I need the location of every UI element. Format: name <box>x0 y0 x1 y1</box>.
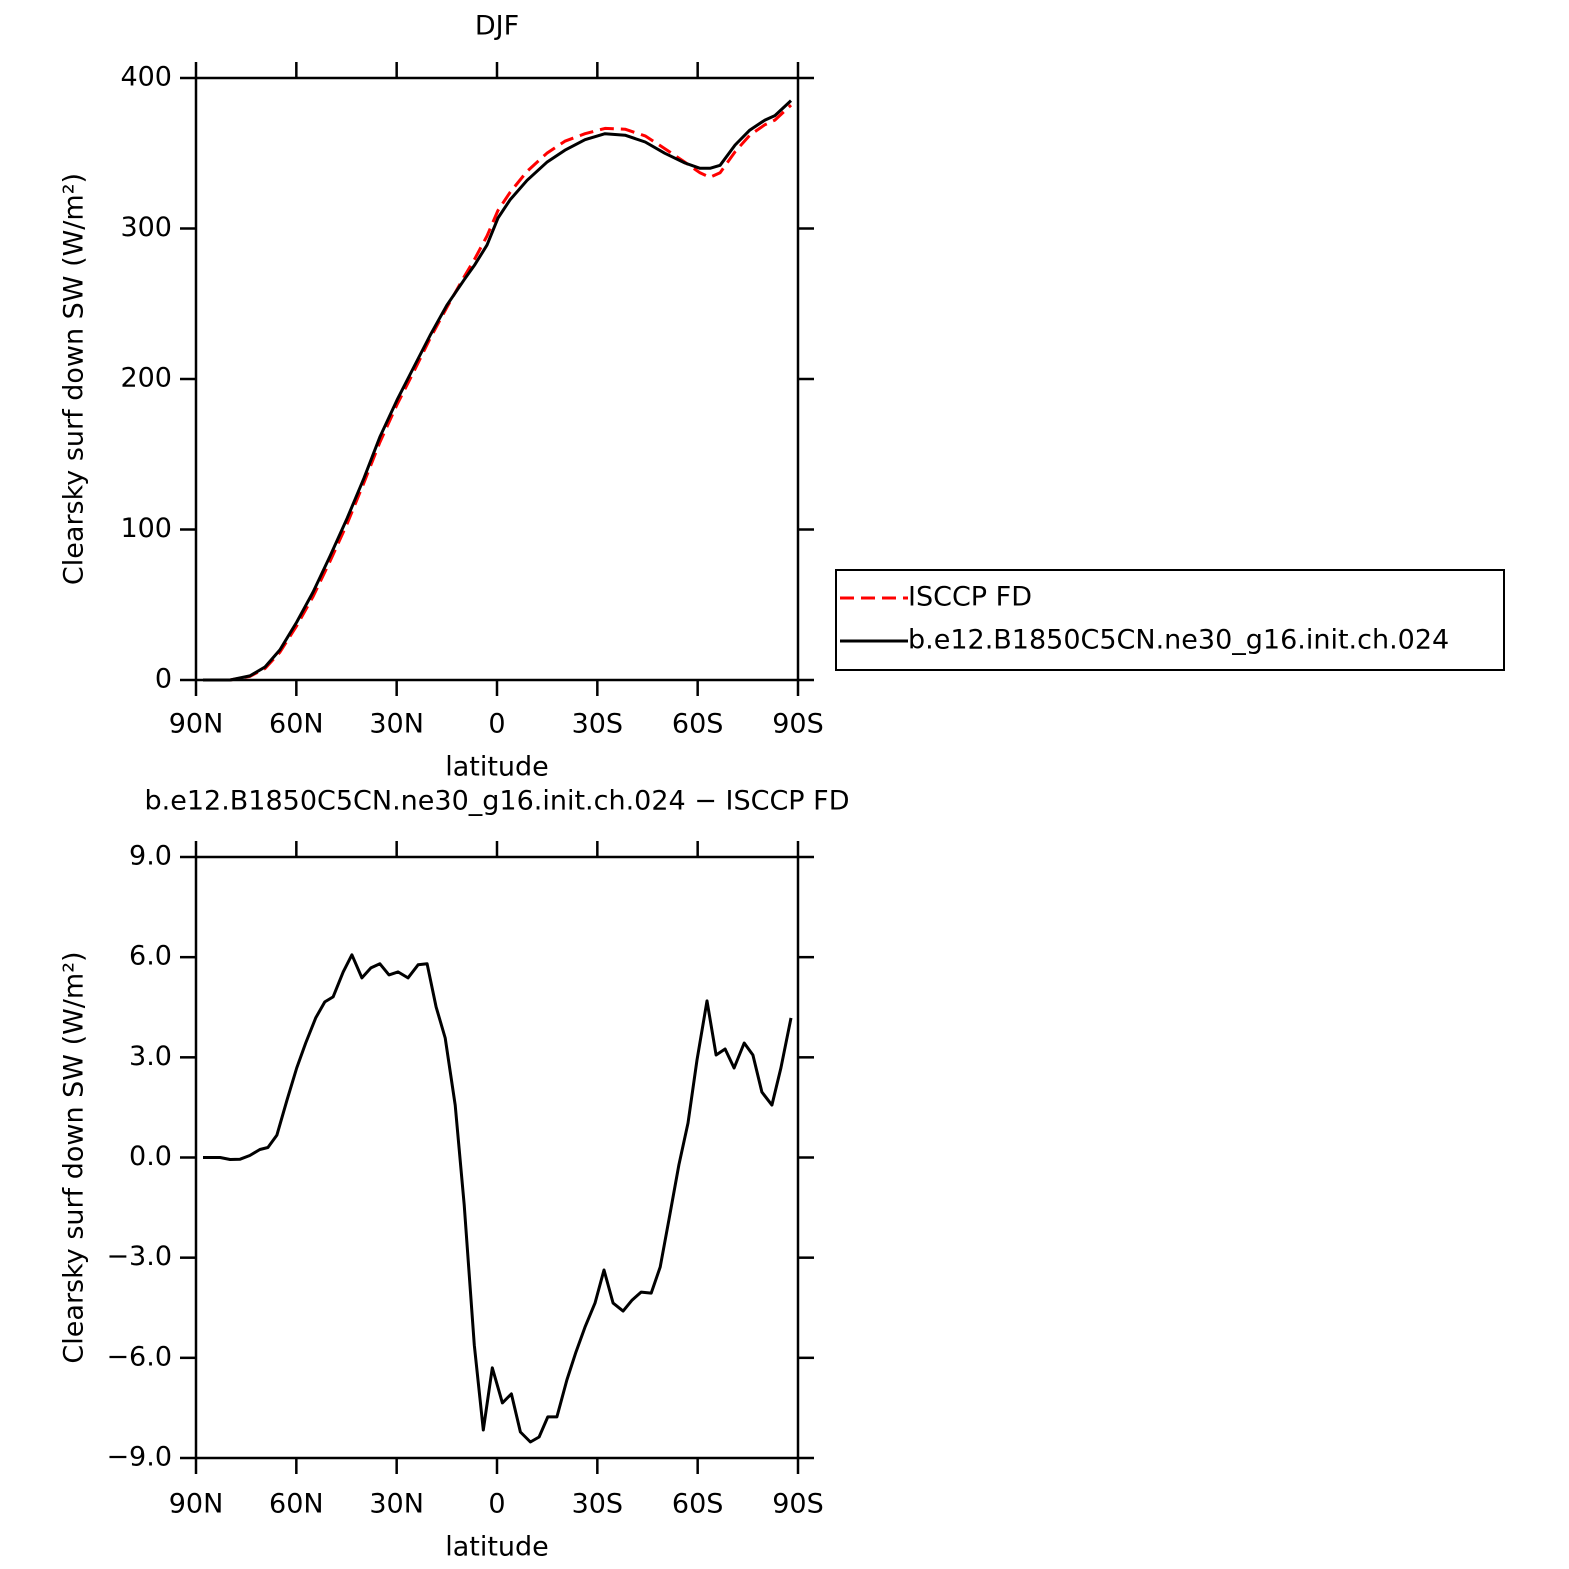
chart-title: b.e12.B1850C5CN.ne30_g16.init.ch.024 − I… <box>145 786 850 817</box>
y-tick-label: 0 <box>155 664 172 695</box>
y-axis-label: Clearsky surf down SW (W/m²) <box>59 951 90 1363</box>
x-tick-label: 60S <box>672 709 724 740</box>
data-line <box>203 99 793 682</box>
x-tick-label: 60N <box>269 1489 324 1520</box>
x-tick-label: 30S <box>572 709 624 740</box>
x-tick-label: 60S <box>672 1489 724 1520</box>
x-axis-label: latitude <box>445 752 549 783</box>
y-tick-label: −9.0 <box>106 1442 172 1473</box>
y-tick-label: −6.0 <box>106 1341 172 1372</box>
y-tick-label: 6.0 <box>129 941 172 972</box>
plot-frame <box>194 855 800 1460</box>
y-tick-label: 400 <box>120 62 172 93</box>
x-tick-label: 90N <box>169 709 224 740</box>
x-tick-label: 0 <box>488 1489 505 1520</box>
x-tick-label: 90S <box>772 1489 824 1520</box>
data-line <box>203 953 793 1444</box>
x-axis-label: latitude <box>445 1532 549 1563</box>
y-tick-label: −3.0 <box>106 1241 172 1272</box>
data-line <box>203 104 793 682</box>
x-tick-label: 30N <box>369 1489 424 1520</box>
y-axis-label: Clearsky surf down SW (W/m²) <box>59 173 90 585</box>
y-tick-label: 100 <box>120 513 172 544</box>
y-tick-label: 9.0 <box>129 841 172 872</box>
y-tick-label: 3.0 <box>129 1041 172 1072</box>
y-tick-label: 300 <box>120 212 172 243</box>
x-tick-label: 60N <box>269 709 324 740</box>
x-tick-label: 90S <box>772 709 824 740</box>
x-tick-label: 90N <box>169 1489 224 1520</box>
y-tick-label: 200 <box>120 363 172 394</box>
legend-box <box>835 569 1505 671</box>
chart-title: DJF <box>475 11 519 42</box>
x-tick-label: 0 <box>488 709 505 740</box>
x-tick-label: 30S <box>572 1489 624 1520</box>
y-tick-label: 0.0 <box>129 1141 172 1172</box>
legend-label: ISCCP FD <box>908 582 1032 613</box>
plot-frame <box>194 76 800 682</box>
x-tick-label: 30N <box>369 709 424 740</box>
legend-label: b.e12.B1850C5CN.ne30_g16.init.ch.024 <box>908 625 1449 656</box>
